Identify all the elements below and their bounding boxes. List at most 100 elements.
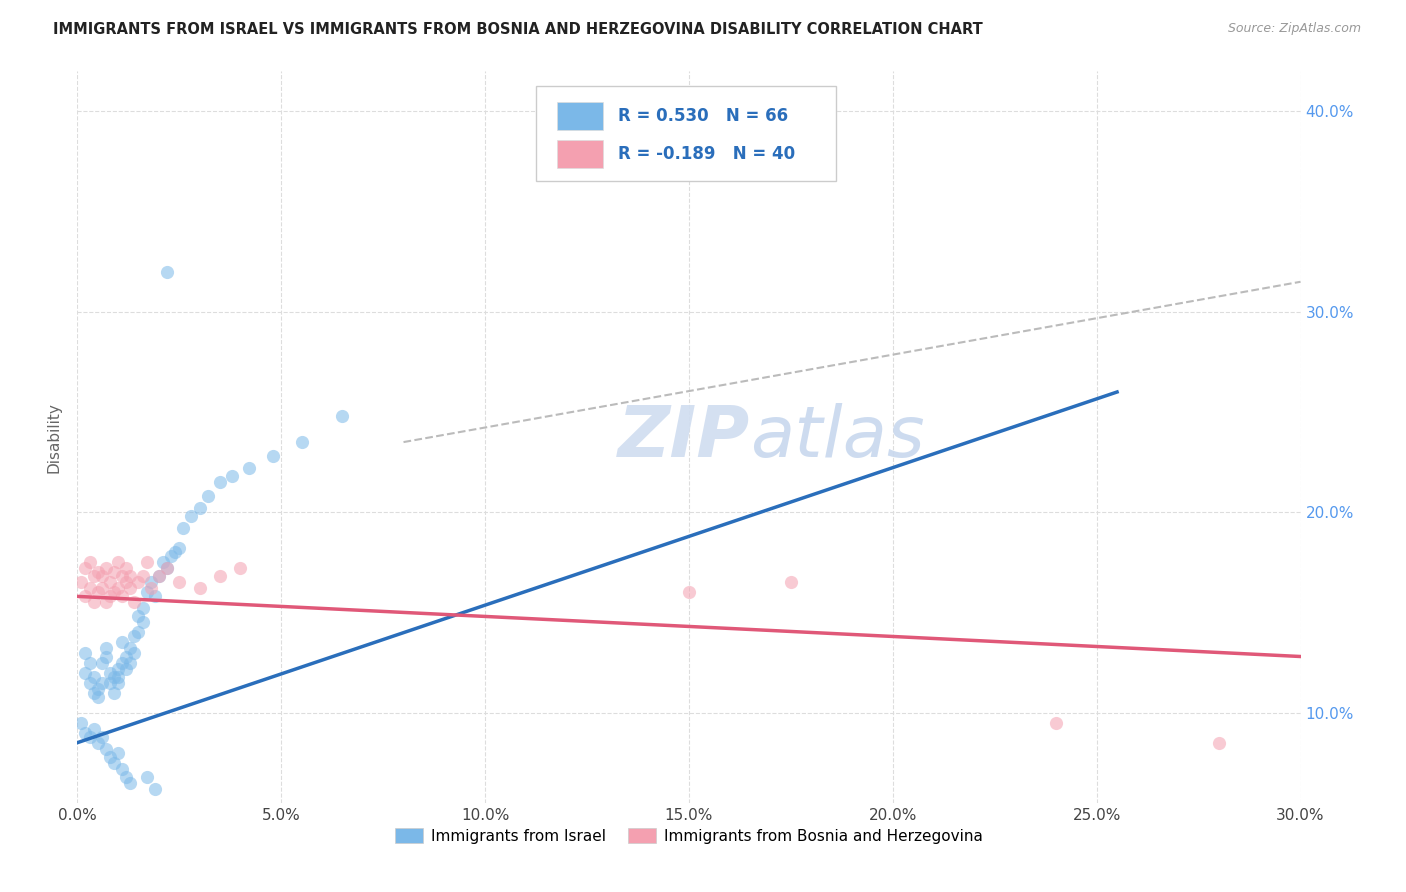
- Point: [221, 469, 243, 483]
- Point: [779, 575, 801, 590]
- Point: [98, 675, 121, 690]
- Point: [169, 575, 191, 590]
- Text: R = 0.530   N = 66: R = 0.530 N = 66: [619, 107, 789, 125]
- Text: R = -0.189   N = 40: R = -0.189 N = 40: [619, 145, 796, 162]
- Point: [75, 590, 97, 604]
- Point: [124, 595, 146, 609]
- Point: [111, 762, 134, 776]
- Legend: Immigrants from Israel, Immigrants from Bosnia and Herzegovina: Immigrants from Israel, Immigrants from …: [389, 822, 988, 850]
- Point: [165, 545, 187, 559]
- Point: [238, 461, 260, 475]
- Point: [131, 615, 153, 630]
- Point: [87, 690, 110, 704]
- Point: [83, 595, 105, 609]
- Point: [120, 569, 142, 583]
- Point: [124, 630, 146, 644]
- Point: [94, 649, 117, 664]
- Point: [1045, 715, 1067, 730]
- Point: [79, 675, 101, 690]
- Point: [75, 561, 97, 575]
- Point: [75, 665, 97, 680]
- Point: [139, 582, 162, 596]
- Point: [87, 681, 110, 696]
- Point: [160, 549, 183, 564]
- Point: [290, 435, 312, 450]
- Point: [115, 649, 138, 664]
- Point: [87, 566, 110, 580]
- Point: [143, 781, 166, 796]
- Point: [332, 409, 354, 423]
- Point: [90, 656, 112, 670]
- Point: [115, 575, 138, 590]
- Text: Source: ZipAtlas.com: Source: ZipAtlas.com: [1227, 22, 1361, 36]
- Point: [120, 776, 142, 790]
- Point: [188, 582, 211, 596]
- Point: [87, 585, 110, 599]
- Point: [111, 590, 134, 604]
- Point: [94, 641, 117, 656]
- FancyBboxPatch shape: [536, 86, 835, 181]
- Point: [262, 449, 284, 463]
- Point: [148, 569, 170, 583]
- Point: [94, 595, 117, 609]
- Point: [143, 590, 166, 604]
- Point: [107, 746, 129, 760]
- Point: [103, 756, 125, 770]
- Point: [107, 582, 129, 596]
- Point: [120, 656, 142, 670]
- Point: [90, 582, 112, 596]
- Text: atlas: atlas: [751, 402, 925, 472]
- Point: [148, 569, 170, 583]
- Point: [156, 561, 179, 575]
- Point: [156, 265, 179, 279]
- Point: [115, 661, 138, 675]
- Text: ZIP: ZIP: [617, 402, 751, 472]
- Point: [131, 601, 153, 615]
- Point: [94, 561, 117, 575]
- Point: [135, 555, 157, 569]
- Point: [79, 730, 101, 744]
- Point: [90, 730, 112, 744]
- Point: [103, 685, 125, 699]
- Point: [83, 722, 105, 736]
- Point: [98, 665, 121, 680]
- Point: [152, 555, 174, 569]
- Point: [208, 475, 231, 490]
- Point: [94, 741, 117, 756]
- Point: [115, 770, 138, 784]
- Point: [169, 541, 191, 556]
- Point: [127, 609, 149, 624]
- Point: [79, 656, 101, 670]
- Bar: [557, 102, 603, 130]
- Point: [103, 585, 125, 599]
- Point: [120, 582, 142, 596]
- Point: [75, 725, 97, 739]
- Point: [70, 715, 93, 730]
- Point: [107, 661, 129, 675]
- Point: [107, 675, 129, 690]
- Point: [111, 569, 134, 583]
- Point: [1208, 736, 1230, 750]
- Point: [90, 675, 112, 690]
- Point: [98, 575, 121, 590]
- Point: [156, 561, 179, 575]
- Point: [98, 590, 121, 604]
- Point: [197, 489, 219, 503]
- Point: [79, 555, 101, 569]
- Point: [107, 555, 129, 569]
- Point: [75, 646, 97, 660]
- Point: [172, 521, 194, 535]
- Point: [107, 669, 129, 683]
- Point: [139, 575, 162, 590]
- Point: [98, 749, 121, 764]
- Point: [188, 501, 211, 516]
- Point: [208, 569, 231, 583]
- Point: [90, 569, 112, 583]
- Point: [115, 561, 138, 575]
- Point: [127, 625, 149, 640]
- Point: [131, 569, 153, 583]
- Point: [83, 569, 105, 583]
- Point: [180, 509, 202, 524]
- Point: [103, 566, 125, 580]
- Point: [79, 582, 101, 596]
